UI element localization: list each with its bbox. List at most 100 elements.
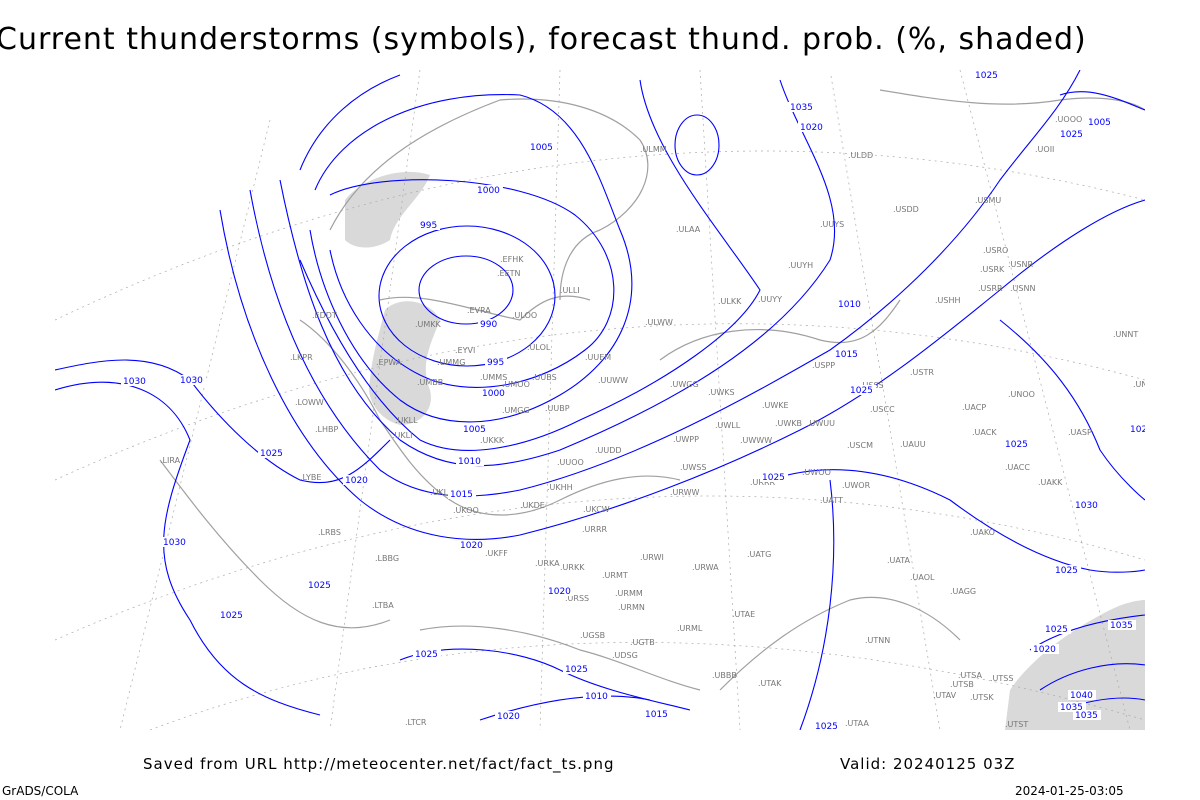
station-label: .USNR — [1008, 260, 1033, 269]
station-label: .ULMM — [640, 145, 667, 154]
isobar-label: 1005 — [1088, 118, 1111, 128]
station-label: .UATA — [887, 556, 911, 565]
station-label: .UMKK — [415, 320, 442, 329]
station-label: .UMGG — [502, 406, 530, 415]
station-label: .UAKK — [1038, 478, 1063, 487]
source-url-text: Saved from URL http://meteocenter.net/fa… — [143, 755, 615, 773]
isobar-label: 1030 — [123, 377, 146, 387]
station-label: .ULWW — [645, 318, 673, 327]
isobar-label: 1005 — [463, 425, 486, 435]
station-label: .URMM — [615, 589, 643, 598]
coastlines-borders — [159, 89, 1145, 691]
isobar-label-bg — [1031, 644, 1059, 654]
station-label: .UAOL — [910, 573, 935, 582]
station-label: .USMU — [975, 196, 1001, 205]
station-label: .UMBB — [417, 378, 443, 387]
isobar-label: 1025 — [220, 611, 243, 621]
station-label: .UACK — [972, 428, 997, 437]
station-label: .URKA — [535, 559, 560, 568]
isobar-label-bg — [458, 540, 486, 550]
station-label: .UASP — [1068, 428, 1092, 437]
station-label: .UTST — [1005, 720, 1028, 729]
station-label: .UUYY — [758, 295, 782, 304]
station-label: .ULKK — [718, 297, 742, 306]
station-label: .UNNT — [1113, 330, 1138, 339]
isobar-label: 1025 — [1005, 440, 1028, 450]
station-label: .LBBG — [375, 554, 399, 563]
isobar-label-bg — [973, 70, 1001, 80]
isobar-label-bg — [448, 489, 476, 499]
station-label: .UKFF — [485, 549, 508, 558]
isobar-label: 1025 — [975, 71, 998, 81]
station-label: .UDSG — [612, 651, 638, 660]
isobar-label-bg — [306, 580, 334, 590]
station-label: .LYBE — [300, 473, 321, 482]
station-label: .ULAA — [676, 225, 701, 234]
station-label: .URSS — [565, 594, 589, 603]
isobar-label: 1005 — [530, 143, 553, 153]
station-label: .URWI — [640, 553, 664, 562]
isobar-label-bg — [546, 586, 574, 596]
isobar-label: 1020 — [1033, 645, 1056, 655]
station-label: .LIRA — [160, 456, 181, 465]
isobar-label-bg — [760, 472, 788, 482]
station-label: .LKPR — [290, 353, 313, 362]
isobar-label-bg — [1003, 439, 1031, 449]
isobar-label: 995 — [487, 358, 504, 368]
isobar-label: 1030 — [1075, 501, 1098, 511]
isobar-label-bg — [178, 375, 206, 385]
isobar-label: 1035 — [790, 103, 813, 113]
station-label: .UTAE — [732, 610, 755, 619]
isobar-label: 1020 — [345, 476, 368, 486]
isobar-label-bg — [1108, 620, 1136, 630]
isobar-label-bg — [1128, 424, 1145, 434]
station-label: .URKK — [560, 563, 585, 572]
station-label: .USCM — [847, 441, 873, 450]
station-label: .UUOO — [557, 458, 584, 467]
station-label: .EYVI — [455, 346, 475, 355]
software-credit: GrADS/COLA — [2, 784, 79, 798]
isobar-label: 1020 — [800, 123, 823, 133]
station-label: .UWOR — [842, 481, 871, 490]
isobar-label-bg — [495, 711, 523, 721]
station-label: .ULLI — [560, 286, 580, 295]
isobar-label: 1025 — [565, 665, 588, 675]
isobar-label: 1015 — [835, 350, 858, 360]
station-label: .UWKE — [762, 401, 789, 410]
isobar-label-bg — [418, 220, 440, 230]
station-label: .URRR — [750, 478, 776, 487]
station-label: .USNN — [1010, 284, 1035, 293]
station-label: .UUBS — [532, 373, 557, 382]
isobar-label-bg — [643, 709, 671, 719]
isobar-label-bg — [456, 456, 484, 466]
isobar-label-bg — [563, 664, 591, 674]
station-label: .USRO — [983, 246, 1008, 255]
isobar-label-bg — [528, 142, 556, 152]
station-label: .UWSS — [680, 463, 706, 472]
station-label: .UTSK — [970, 693, 994, 702]
station-label: .LTCR — [405, 718, 427, 727]
isobar-label-bg — [833, 349, 861, 359]
isobar-label: 1010 — [838, 300, 861, 310]
station-label: .UWWW — [740, 436, 772, 445]
station-label: .UUWW — [598, 376, 628, 385]
station-label: .UWUU — [807, 419, 835, 428]
isobar-label: 995 — [420, 221, 437, 231]
station-label: .UKHH — [547, 483, 573, 492]
isobar-label: 1020 — [460, 541, 483, 551]
isobar-label: 1035 — [1075, 711, 1098, 721]
station-label: .ULDD — [848, 151, 873, 160]
isobars — [55, 70, 1145, 730]
isobar-label: 1035 — [1060, 703, 1083, 713]
station-label: .UMOO — [502, 380, 530, 389]
isobar-label-bg — [1086, 117, 1114, 127]
isobar-label-bg — [480, 388, 508, 398]
thunderstorm-probability-shading — [345, 171, 1145, 730]
station-label: .UAGG — [950, 587, 976, 596]
isobar-label: 1035 — [1110, 621, 1133, 631]
isobar-label: 1020 — [548, 587, 571, 597]
station-label: .UKLL — [430, 488, 453, 497]
station-label: .USRK — [980, 265, 1005, 274]
station-label: .UAKO — [970, 528, 995, 537]
